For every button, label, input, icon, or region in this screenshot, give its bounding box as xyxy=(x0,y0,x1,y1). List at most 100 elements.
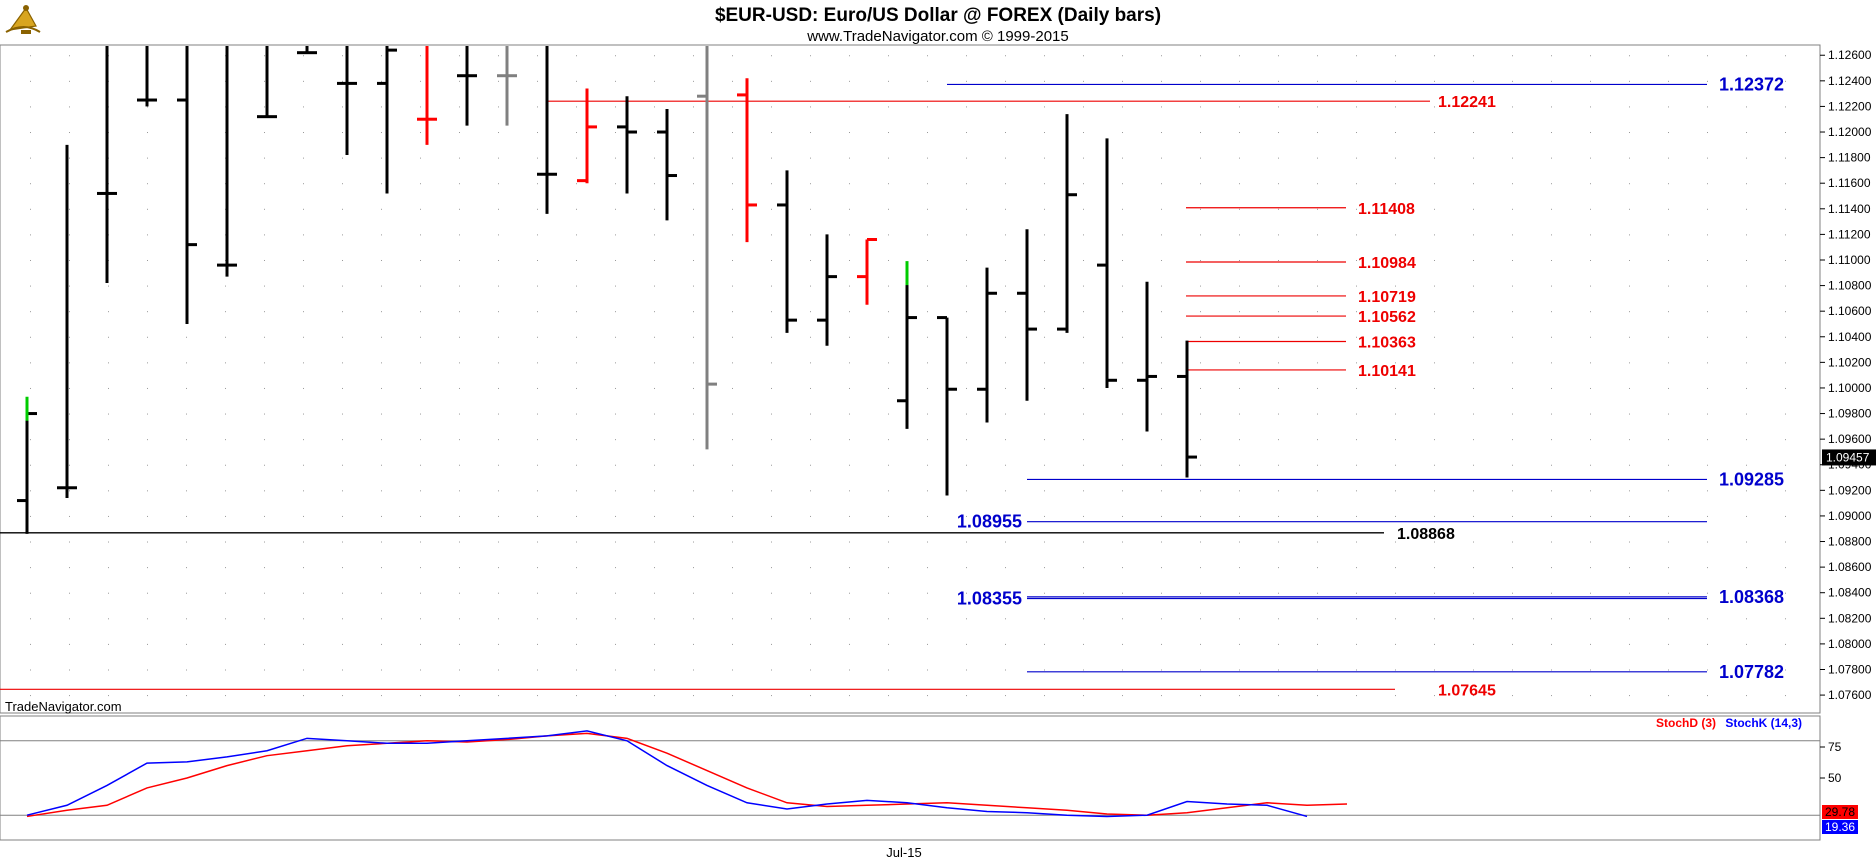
grid-dot xyxy=(1785,362,1786,364)
grid-dot xyxy=(615,643,616,645)
grid-dot xyxy=(342,439,343,441)
grid-dot xyxy=(1746,157,1747,159)
grid-dot xyxy=(381,80,382,82)
grid-dot xyxy=(693,387,694,389)
grid-dot xyxy=(30,311,31,313)
grid-dot xyxy=(1590,106,1591,108)
grid-dot xyxy=(771,669,772,671)
grid-dot xyxy=(1668,362,1669,364)
grid-dot xyxy=(69,669,70,671)
grid-dot xyxy=(1122,695,1123,697)
grid-dot xyxy=(1629,336,1630,338)
grid-dot xyxy=(771,618,772,620)
grid-dot xyxy=(459,541,460,543)
grid-dot xyxy=(1317,618,1318,620)
grid-dot xyxy=(1668,541,1669,543)
grid-dot xyxy=(810,80,811,82)
grid-dot xyxy=(420,208,421,210)
grid-dot xyxy=(1512,106,1513,108)
grid-dot xyxy=(1473,567,1474,569)
grid-dot xyxy=(30,464,31,466)
grid-dot xyxy=(420,183,421,185)
grid-dot xyxy=(225,618,226,620)
grid-dot xyxy=(108,490,109,492)
grid-dot xyxy=(30,106,31,108)
grid-dot xyxy=(381,592,382,594)
grid-dot xyxy=(69,643,70,645)
grid-dot xyxy=(1161,311,1162,313)
grid-dot xyxy=(810,643,811,645)
grid-dot xyxy=(1473,285,1474,287)
grid-dot xyxy=(225,490,226,492)
grid-dot xyxy=(1278,413,1279,415)
grid-dot xyxy=(693,259,694,261)
grid-dot xyxy=(1200,259,1201,261)
grid-dot xyxy=(1356,106,1357,108)
grid-dot xyxy=(615,80,616,82)
grid-dot xyxy=(1434,464,1435,466)
grid-dot xyxy=(654,592,655,594)
grid-dot xyxy=(186,567,187,569)
grid-dot xyxy=(147,592,148,594)
grid-dot xyxy=(1551,336,1552,338)
grid-dot xyxy=(1746,592,1747,594)
grid-dot xyxy=(303,592,304,594)
grid-dot xyxy=(1200,515,1201,517)
grid-dot xyxy=(1707,157,1708,159)
grid-dot xyxy=(966,541,967,543)
grid-dot xyxy=(1395,362,1396,364)
grid-dot xyxy=(69,490,70,492)
grid-dot xyxy=(459,567,460,569)
grid-dot xyxy=(459,80,460,82)
grid-dot xyxy=(1122,541,1123,543)
grid-dot xyxy=(1707,439,1708,441)
grid-dot xyxy=(693,208,694,210)
grid-dot xyxy=(1473,157,1474,159)
grid-dot xyxy=(420,234,421,236)
grid-dot xyxy=(225,336,226,338)
grid-dot xyxy=(1785,567,1786,569)
grid-dot xyxy=(1239,413,1240,415)
grid-dot xyxy=(537,80,538,82)
grid-dot xyxy=(1629,515,1630,517)
grid-dot xyxy=(1668,259,1669,261)
grid-dot xyxy=(69,259,70,261)
grid-dot xyxy=(537,183,538,185)
grid-dot xyxy=(498,106,499,108)
grid-dot xyxy=(1395,643,1396,645)
grid-dot xyxy=(1434,259,1435,261)
grid-dot xyxy=(927,439,928,441)
grid-dot xyxy=(303,515,304,517)
grid-dot xyxy=(1434,541,1435,543)
grid-dot xyxy=(810,387,811,389)
grid-dot xyxy=(30,362,31,364)
grid-dot xyxy=(1122,618,1123,620)
grid-dot xyxy=(1317,669,1318,671)
grid-dot xyxy=(654,234,655,236)
grid-dot xyxy=(1746,541,1747,543)
grid-dot xyxy=(1161,413,1162,415)
grid-dot xyxy=(147,618,148,620)
grid-dot xyxy=(342,183,343,185)
grid-dot xyxy=(1785,695,1786,697)
grid-dot xyxy=(537,132,538,134)
grid-dot xyxy=(576,311,577,313)
grid-dot xyxy=(927,618,928,620)
grid-dot xyxy=(1395,669,1396,671)
grid-dot xyxy=(849,541,850,543)
grid-dot xyxy=(1746,336,1747,338)
grid-dot xyxy=(1005,669,1006,671)
grid-dot xyxy=(771,259,772,261)
grid-dot xyxy=(1083,413,1084,415)
grid-dot xyxy=(1395,183,1396,185)
grid-dot xyxy=(1044,439,1045,441)
grid-dot xyxy=(732,669,733,671)
y-tick-label: 1.10800 xyxy=(1828,279,1872,293)
grid-dot xyxy=(1161,362,1162,364)
grid-dot xyxy=(1434,285,1435,287)
grid-dot xyxy=(615,464,616,466)
grid-dot xyxy=(771,490,772,492)
grid-dot xyxy=(1200,618,1201,620)
grid-dot xyxy=(1239,541,1240,543)
y-tick-label: 1.07800 xyxy=(1828,662,1872,676)
